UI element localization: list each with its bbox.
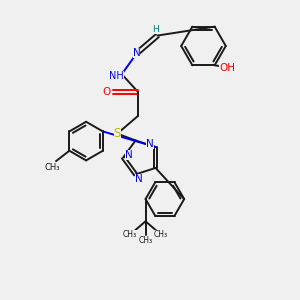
Text: N: N bbox=[125, 150, 133, 160]
Text: CH₃: CH₃ bbox=[154, 230, 168, 239]
Text: CH₃: CH₃ bbox=[45, 163, 60, 172]
Text: N: N bbox=[146, 139, 154, 149]
Text: CH₃: CH₃ bbox=[139, 236, 153, 245]
Text: CH₃: CH₃ bbox=[123, 230, 137, 239]
Text: NH: NH bbox=[109, 71, 124, 81]
Text: S: S bbox=[114, 127, 121, 140]
Text: H: H bbox=[153, 25, 159, 34]
Text: N: N bbox=[133, 48, 140, 59]
Text: O: O bbox=[102, 87, 110, 97]
Text: N: N bbox=[135, 174, 143, 184]
Text: OH: OH bbox=[219, 63, 235, 73]
